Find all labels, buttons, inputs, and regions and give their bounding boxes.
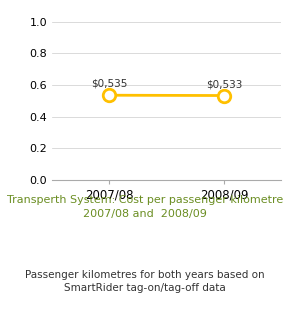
Text: $0,535: $0,535: [91, 79, 128, 89]
Text: Passenger kilometres for both years based on
SmartRider tag-on/tag-off data: Passenger kilometres for both years base…: [25, 270, 265, 293]
Text: $0,533: $0,533: [206, 79, 242, 89]
Text: Transperth System: Cost per passenger kilometre
2007/08 and  2008/09: Transperth System: Cost per passenger ki…: [7, 195, 283, 219]
